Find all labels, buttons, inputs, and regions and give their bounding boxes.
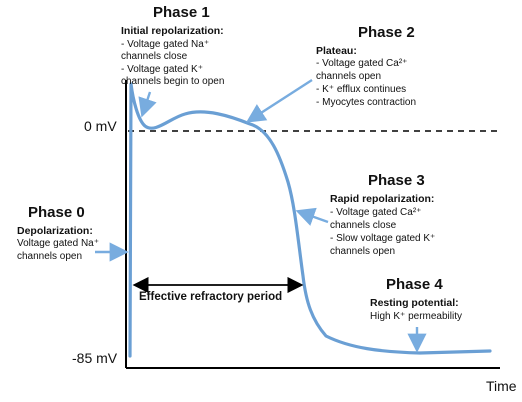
- phase-4-subtitle: Resting potential:: [370, 297, 459, 309]
- refractory-period-label: Effective refractory period: [139, 291, 283, 303]
- phase-4-title: Phase 4: [386, 276, 443, 293]
- phase-3-title: Phase 3: [368, 172, 425, 189]
- phase-1-subtitle: Initial repolarization:: [121, 25, 224, 37]
- phase-1-item: - Voltage gated K⁺: [121, 64, 204, 75]
- phase-1-item: channels begin to open: [121, 76, 225, 87]
- phase-0-subtitle: Depolarization:: [17, 225, 93, 237]
- phase-3-item: channels close: [330, 220, 397, 231]
- zero-mv-label: 0 mV: [84, 118, 117, 134]
- time-axis-label: Time: [486, 378, 517, 394]
- phase-0-item: channels open: [17, 251, 83, 262]
- phase-2-item: - K⁺ efflux continues: [316, 84, 407, 95]
- phase-2-item: - Voltage gated Ca²⁺: [316, 58, 408, 69]
- phase-2-subtitle: Plateau:: [316, 45, 357, 57]
- phase-1-item: - Voltage gated Na⁺: [121, 39, 210, 50]
- phase-2-title: Phase 2: [358, 24, 415, 41]
- phase-3-item: - Voltage gated Ca²⁺: [330, 207, 422, 218]
- phase-3-item: - Slow voltage gated K⁺: [330, 233, 436, 244]
- resting-mv-label: -85 mV: [72, 350, 118, 366]
- phase-1-title: Phase 1: [153, 4, 210, 21]
- phase-0-title: Phase 0: [28, 204, 85, 221]
- phase-3-subtitle: Rapid repolarization:: [330, 193, 435, 205]
- phase-3-item: channels open: [330, 246, 396, 257]
- phase-2-item: channels open: [316, 71, 382, 82]
- phase-3-arrow: [295, 207, 329, 226]
- phase-1-arrow: [138, 91, 157, 118]
- phase-1-item: channels close: [121, 51, 188, 62]
- phase-2-arrow: [245, 78, 313, 123]
- phase-4-item: High K⁺ permeability: [370, 311, 462, 322]
- action-potential-curve: [128, 82, 492, 358]
- phase-2-item: - Myocytes contraction: [316, 97, 417, 108]
- phase-0-item: Voltage gated Na⁺: [17, 238, 100, 249]
